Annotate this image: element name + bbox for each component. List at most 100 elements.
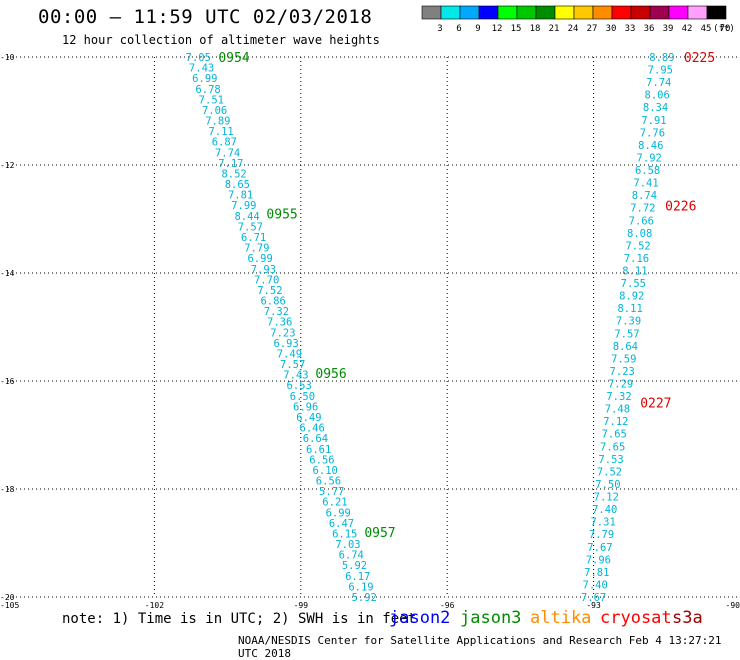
x-tick-label: -96 — [440, 601, 455, 610]
swh-value-label: 7.57 — [614, 328, 639, 340]
swh-value-label: 8.74 — [632, 190, 657, 202]
swh-value-label: 7.81 — [584, 567, 609, 579]
swh-value-label: 7.72 — [630, 203, 655, 215]
chart-title: 00:00 – 11:59 UTC 02/03/2018 — [38, 6, 373, 28]
swh-value-label: 6.50 — [290, 391, 315, 403]
swh-value-label: 7.40 — [592, 504, 617, 516]
pass-time-label: 0226 — [665, 200, 696, 215]
legend-item-jason2: jason2 — [389, 608, 451, 628]
swh-value-label: 6.46 — [300, 423, 325, 435]
swh-value-label: 7.50 — [595, 479, 620, 491]
colorbar-tick-label: 45 — [701, 24, 712, 34]
swh-value-label: 8.11 — [617, 303, 642, 315]
colorbar-swatch — [706, 5, 727, 20]
y-tick-label: -12 — [0, 161, 15, 170]
swh-value-label: 7.41 — [633, 178, 658, 190]
swh-value-label: 7.96 — [586, 554, 611, 566]
swh-value-label: 6.99 — [247, 253, 272, 265]
colorbar-tick-label: 18 — [530, 24, 541, 34]
swh-value-label: 7.40 — [583, 579, 608, 591]
swh-value-label: 7.31 — [590, 517, 615, 529]
legend-item-jason3: jason3 — [460, 608, 522, 628]
pass-time-label: 0954 — [218, 51, 249, 66]
swh-value-label: 6.61 — [306, 444, 331, 456]
swh-value-label: 6.49 — [296, 412, 321, 424]
swh-value-label: 7.67 — [581, 592, 606, 604]
colorbar-tick-label: 27 — [587, 24, 598, 34]
swh-value-label: 7.32 — [606, 391, 631, 403]
color-scale-legend: 3 6 9 12 15 18 21 24 27 30 33 36 39 42 45 70(ft) — [421, 5, 735, 34]
swh-value-label: 7.65 — [600, 441, 625, 453]
swh-value-label: 7.79 — [244, 243, 269, 255]
colorbar-tick-label: 36 — [644, 24, 655, 34]
swh-value-label: 8.52 — [221, 168, 246, 180]
credit-line: NOAA/NESDIS Center for Satellite Applica… — [238, 634, 722, 660]
swh-value-label: 5.77 — [319, 486, 344, 498]
swh-value-label: 7.67 — [587, 542, 612, 554]
x-tick-label: -105 — [0, 601, 19, 610]
swh-value-label: 7.06 — [202, 105, 227, 117]
pass-time-label: 0955 — [266, 208, 297, 223]
swh-value-label: 7.12 — [594, 492, 619, 504]
swh-value-label: 7.17 — [218, 158, 243, 170]
swh-value-label: 7.89 — [205, 116, 230, 128]
swh-value-label: 5.92 — [352, 592, 377, 604]
legend-item-altika: altika — [530, 608, 592, 628]
swh-value-label: 7.76 — [640, 127, 665, 139]
swh-value-label: 7.81 — [228, 190, 253, 202]
swh-value-label: 6.74 — [339, 550, 364, 562]
pass-time-label: 0957 — [364, 526, 395, 541]
swh-value-label: 8.89 — [649, 52, 674, 64]
swh-value-label: 7.95 — [648, 65, 673, 77]
legend-item-cryosat: cryosat — [600, 608, 672, 628]
x-tick-label: -102 — [145, 601, 164, 610]
x-tick-label: -99 — [294, 601, 309, 610]
swh-value-label: 6.99 — [326, 507, 351, 519]
swh-value-label: 7.52 — [625, 240, 650, 252]
swh-value-label: 6.56 — [316, 476, 341, 488]
swh-value-label: 6.17 — [345, 571, 370, 583]
swh-value-label: 7.05 — [186, 52, 211, 64]
colorbar-tick-label: 70 — [720, 24, 731, 34]
swh-value-label: 7.16 — [624, 253, 649, 265]
swh-value-label: 6.96 — [293, 401, 318, 413]
colorbar-tick-label: 33 — [625, 24, 636, 34]
y-tick-label: -18 — [0, 485, 15, 494]
swh-value-label: 7.65 — [602, 429, 627, 441]
swh-value-label: 6.21 — [322, 497, 347, 509]
swh-value-label: 5.92 — [342, 560, 367, 572]
x-tick-label: -93 — [586, 601, 601, 610]
colorbar-tick-label: 30 — [606, 24, 617, 34]
swh-value-label: 7.23 — [610, 366, 635, 378]
swh-value-label: 8.06 — [645, 90, 670, 102]
swh-value-label: 8.64 — [613, 341, 638, 353]
swh-value-label: 6.56 — [309, 454, 334, 466]
swh-value-label: 7.49 — [277, 348, 302, 360]
swh-value-label: 7.43 — [283, 370, 308, 382]
swh-value-label: 6.58 — [635, 165, 660, 177]
swh-value-label: 8.08 — [627, 228, 652, 240]
swh-value-label: 6.19 — [348, 581, 373, 593]
swh-value-label: 8.34 — [643, 102, 668, 114]
colorbar-tick-label: 39 — [663, 24, 674, 34]
swh-value-label: 8.46 — [638, 140, 663, 152]
x-tick-label: -90 — [726, 601, 740, 610]
swh-value-label: 6.93 — [274, 338, 299, 350]
swh-value-label: 7.66 — [629, 215, 654, 227]
swh-value-label: 6.78 — [195, 84, 220, 96]
swh-value-label: 7.79 — [589, 529, 614, 541]
swh-value-label: 7.55 — [621, 278, 646, 290]
swh-value-label: 7.53 — [598, 454, 623, 466]
swh-value-label: 7.99 — [231, 200, 256, 212]
y-tick-label: -20 — [0, 593, 15, 602]
swh-value-label: 6.47 — [329, 518, 354, 530]
y-tick-label: -16 — [0, 377, 15, 386]
colorbar-tick-label: 15 — [511, 24, 522, 34]
swh-value-label: 7.93 — [251, 264, 276, 276]
swh-value-label: 7.23 — [270, 327, 295, 339]
y-tick-label: -10 — [0, 53, 15, 62]
colorbar-tick-label: 42 — [682, 24, 693, 34]
legend-item-s3a: s3a — [672, 608, 703, 628]
